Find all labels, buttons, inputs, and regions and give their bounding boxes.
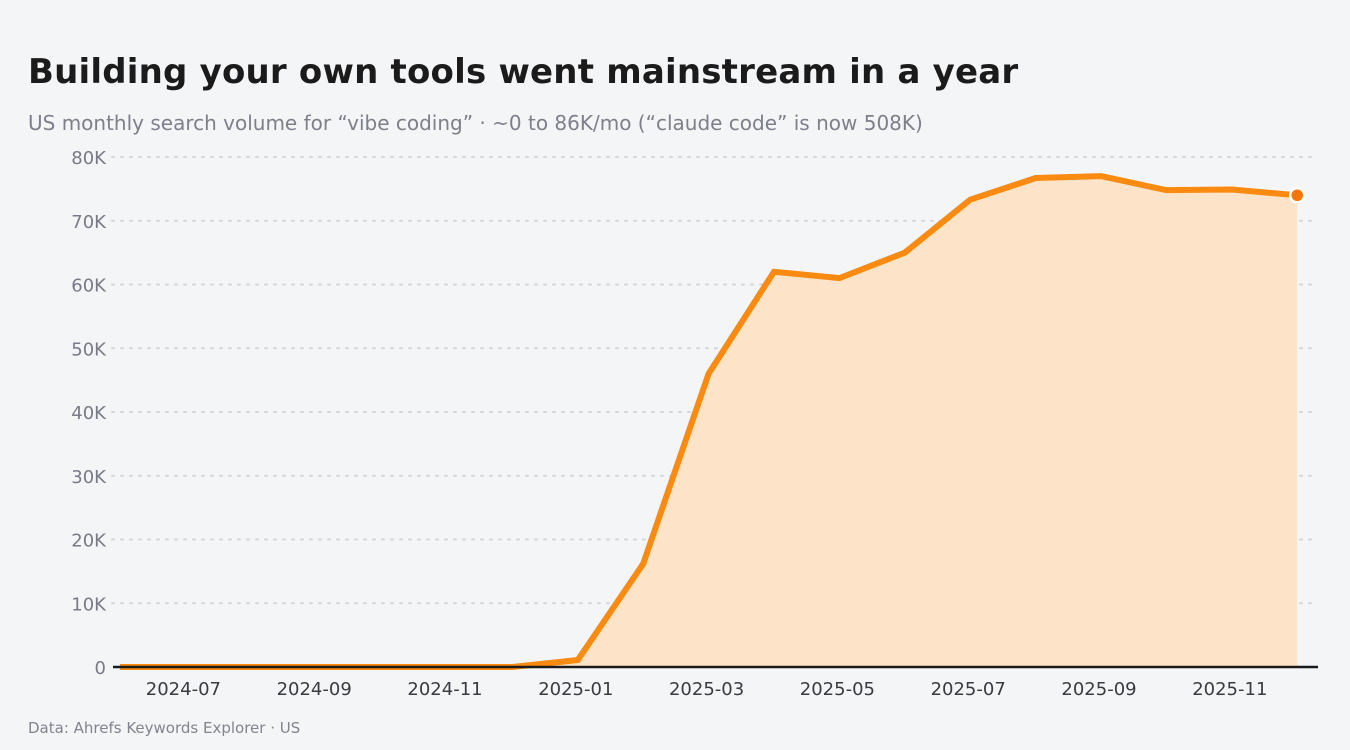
x-tick-label: 2024-11	[407, 679, 482, 700]
y-tick-label: 10K	[71, 594, 107, 615]
x-tick-label: 2024-09	[277, 679, 352, 700]
endpoint-marker	[1288, 187, 1306, 204]
y-tick-label: 40K	[71, 403, 107, 424]
x-axis-ticks: 2024-07 2024-09 2024-11 2025-01 2025-03 2025-…	[146, 679, 1268, 700]
x-tick-label: 2024-07	[146, 679, 221, 700]
y-tick-label: 60K	[71, 276, 107, 297]
x-tick-label: 2025-05	[800, 679, 875, 700]
y-axis-ticks: 0 10K 20K 30K 40K 50K 60K 70K 80K	[71, 148, 107, 679]
x-tick-label: 2025-09	[1061, 679, 1136, 700]
y-tick-label: 0	[95, 658, 106, 679]
y-tick-label: 80K	[71, 148, 107, 169]
x-tick-label: 2025-07	[931, 679, 1006, 700]
y-tick-label: 50K	[71, 339, 107, 360]
y-tick-label: 70K	[71, 212, 107, 233]
x-tick-label: 2025-03	[669, 679, 744, 700]
y-tick-label: 20K	[71, 531, 107, 552]
area-fill-layer	[120, 176, 1298, 667]
chart-subtitle: US monthly search volume for “vibe codin…	[28, 111, 923, 135]
x-tick-label: 2025-01	[538, 679, 613, 700]
source-note: Data: Ahrefs Keywords Explorer · US	[28, 719, 301, 737]
x-tick-label: 2025-11	[1192, 679, 1267, 700]
area-fill	[120, 176, 1298, 667]
marker-layer	[1288, 187, 1306, 204]
area-chart: 0 10K 20K 30K 40K 50K 60K 70K 80K 2024-07 2024-09…	[71, 148, 1318, 700]
y-tick-label: 30K	[71, 467, 107, 488]
chart-title: Building your own tools went mainstream …	[28, 52, 1019, 92]
